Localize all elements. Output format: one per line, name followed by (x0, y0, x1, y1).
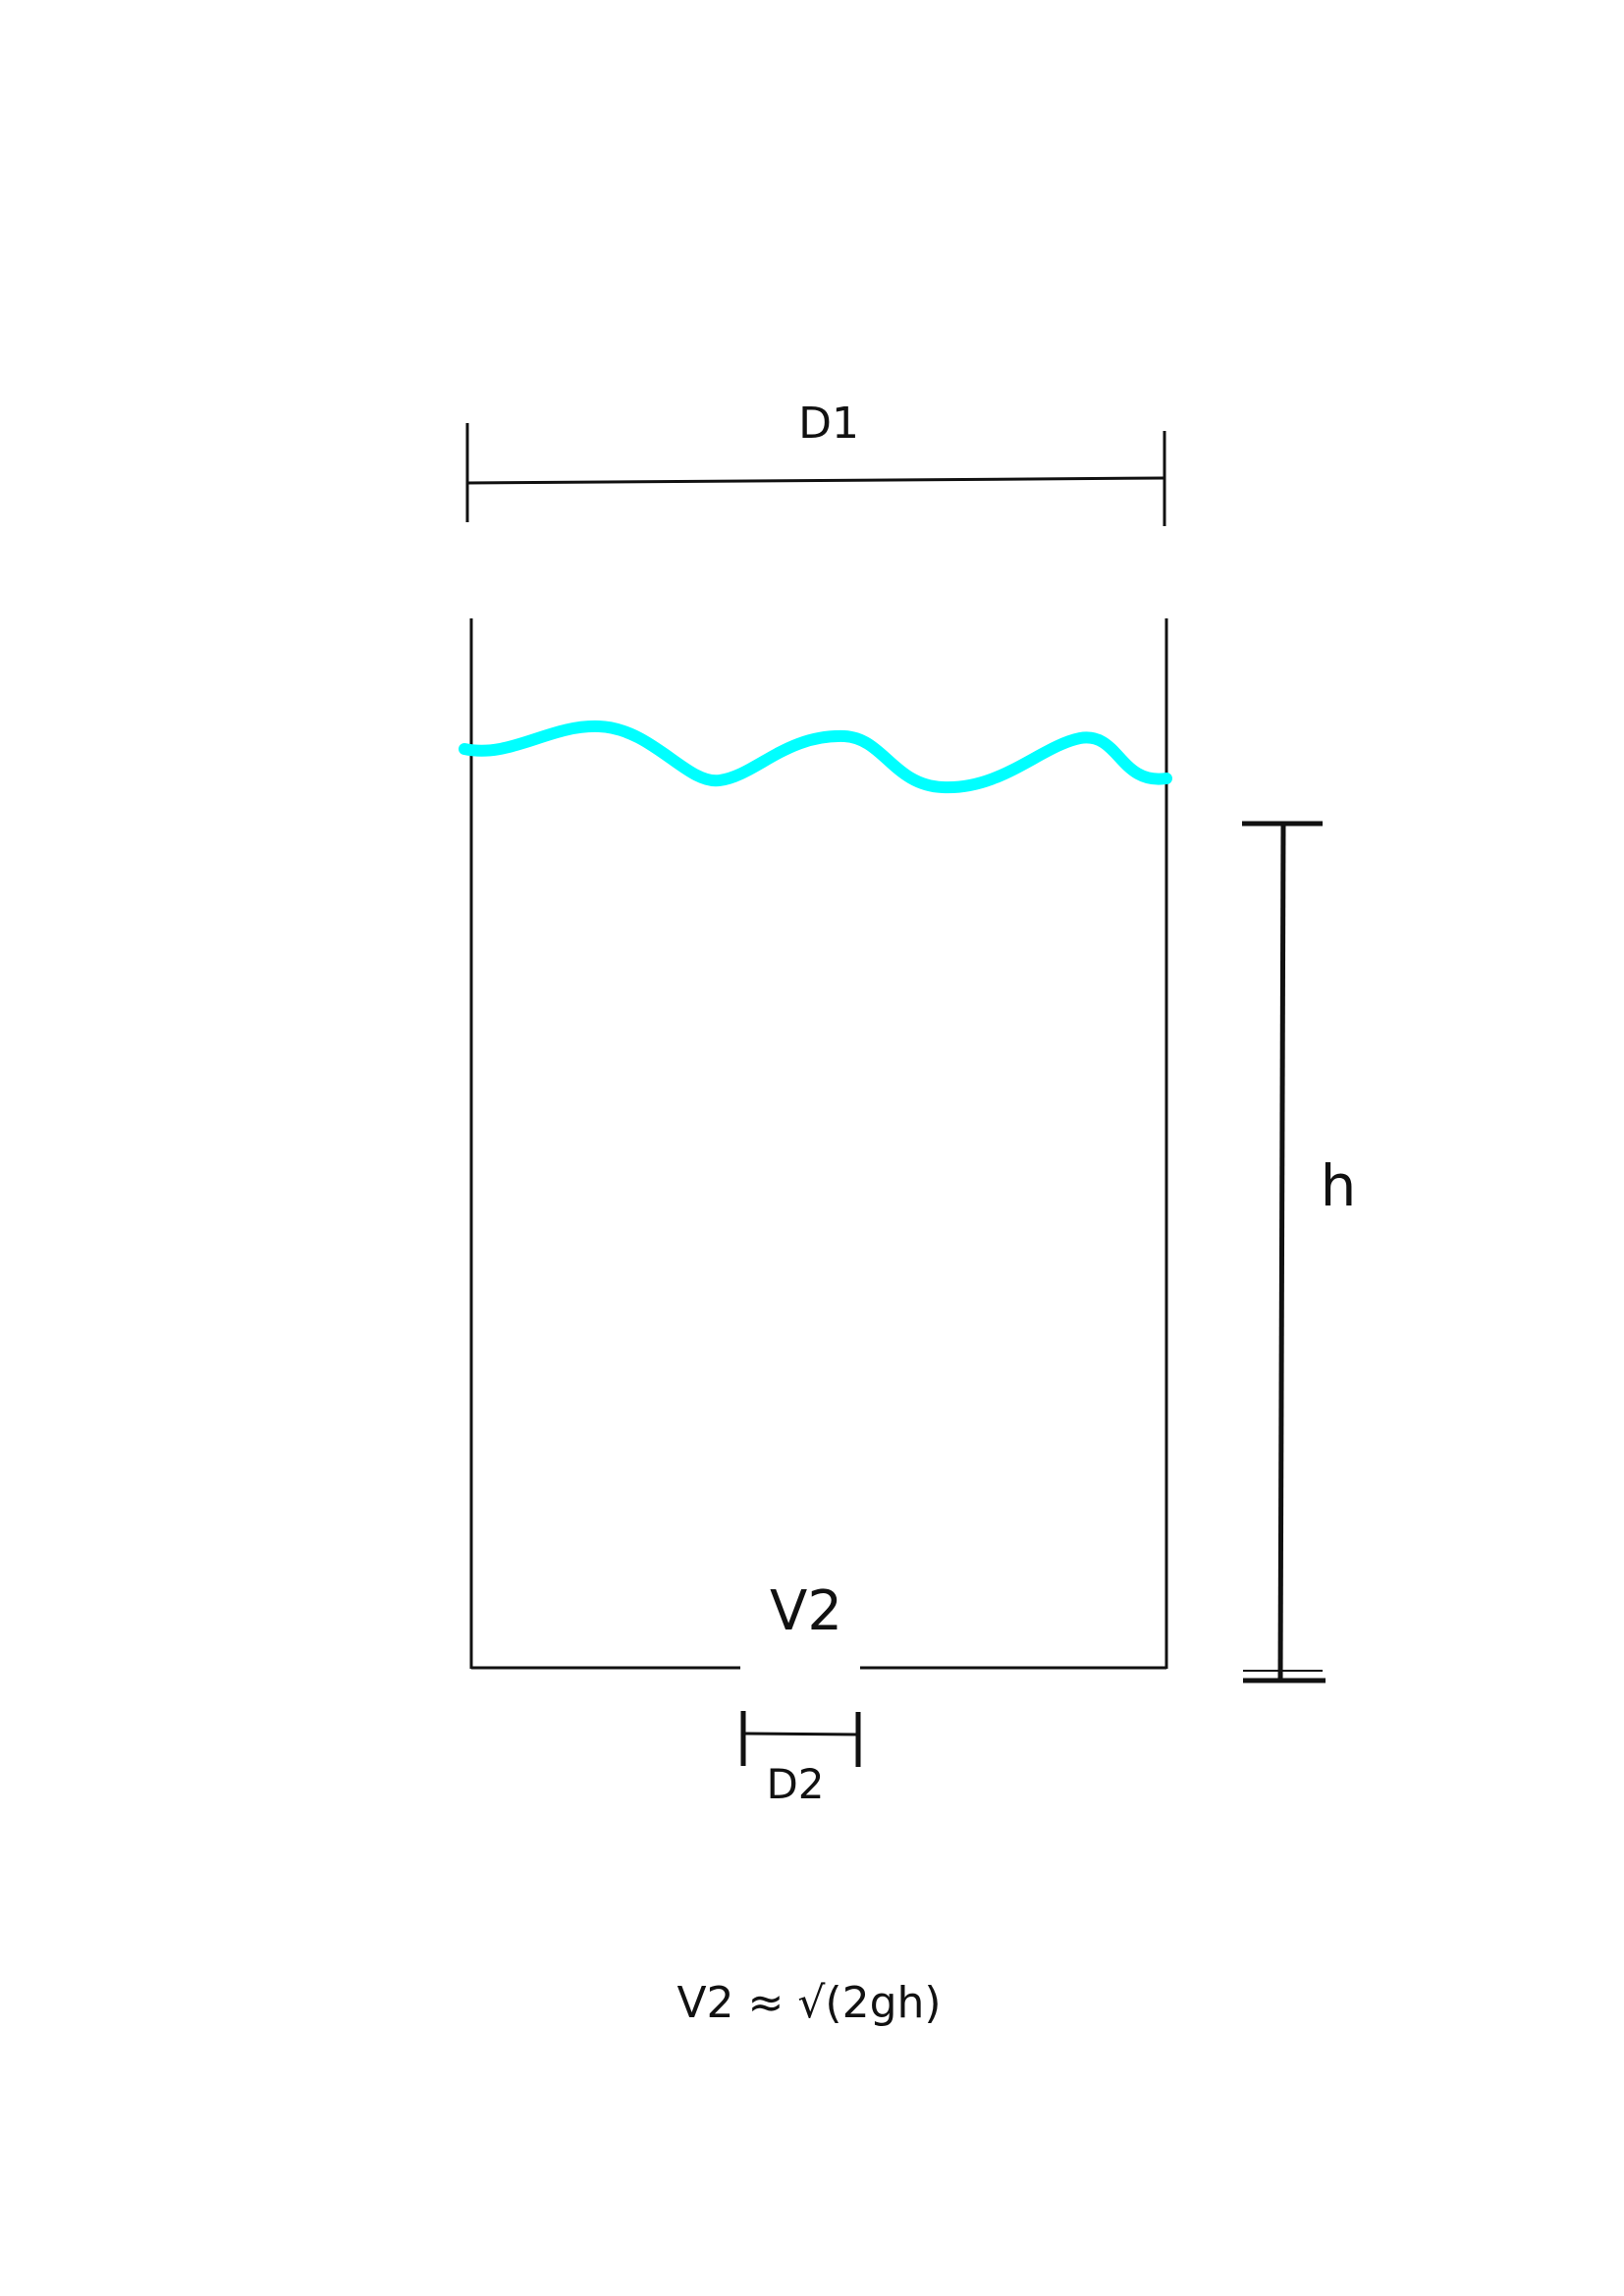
h-label: h (1321, 1152, 1357, 1219)
d1-label: D1 (798, 399, 859, 449)
v2-label: V2 (770, 1579, 842, 1643)
water-surface (459, 720, 1172, 794)
d2-label: D2 (766, 1760, 824, 1808)
d2-dimension (740, 1711, 861, 1767)
h-line (1277, 823, 1286, 1682)
d1-line (466, 476, 1165, 485)
d1-dimension (465, 423, 1166, 526)
d2-line (742, 1732, 859, 1736)
h-dimension (1242, 821, 1326, 1683)
tank (469, 618, 1168, 1670)
formula: V2 ≈ √(2gh) (677, 1978, 941, 2028)
